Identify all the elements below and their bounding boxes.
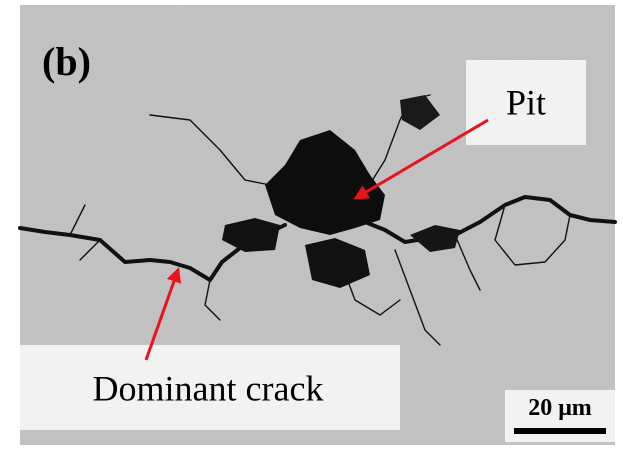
annotation-label: Pit: [506, 82, 546, 122]
annotation-label: Dominant crack: [93, 368, 324, 408]
scale-bar: [514, 428, 606, 434]
panel-label: (b): [42, 39, 91, 84]
page: (b) Pit Dominant crack 20 μm (() => { co…: [0, 0, 623, 453]
micrograph: (b) Pit Dominant crack 20 μm: [0, 0, 623, 453]
scale-bar-label: 20 μm: [528, 395, 592, 421]
